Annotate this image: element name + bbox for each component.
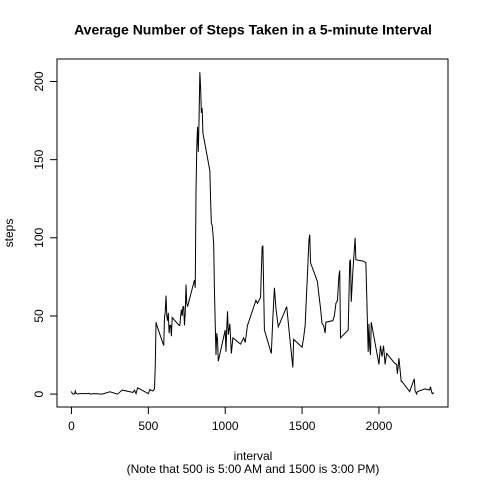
y-tick-label: 150	[32, 149, 46, 169]
y-tick-label: 200	[32, 71, 46, 91]
chart-title: Average Number of Steps Taken in a 5-min…	[74, 22, 432, 38]
x-axis-label: interval	[234, 449, 273, 463]
x-tick-label: 0	[68, 419, 75, 433]
data-line	[71, 72, 434, 396]
x-axis-note: (Note that 500 is 5:00 AM and 1500 is 3:…	[127, 462, 380, 476]
y-tick-label: 50	[32, 309, 46, 323]
x-tick-label: 1000	[212, 419, 239, 433]
x-tick-label: 1500	[289, 419, 316, 433]
y-tick-label: 0	[32, 390, 46, 397]
y-axis-label: steps	[2, 219, 16, 248]
x-tick-label: 2000	[366, 419, 393, 433]
y-tick-label: 100	[32, 227, 46, 247]
x-tick-label: 500	[138, 419, 158, 433]
